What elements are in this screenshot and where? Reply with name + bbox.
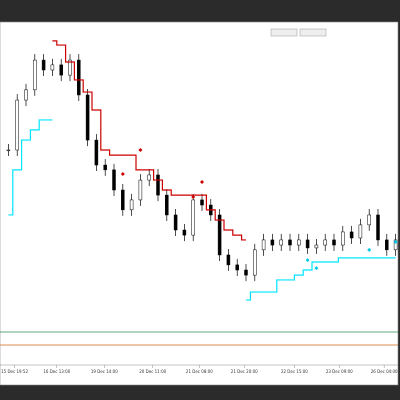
candle [156, 174, 160, 196]
candle [314, 244, 319, 249]
candle [173, 214, 178, 231]
candle [50, 64, 55, 71]
toolbar-box[interactable] [299, 28, 327, 37]
candle [77, 59, 81, 96]
x-tick-label: 21 Dec 08:00 [186, 369, 213, 374]
x-tick-label: 22 Dec 15:00 [281, 369, 308, 374]
candle [261, 239, 266, 251]
signal-marker [367, 247, 372, 252]
candle [6, 149, 11, 152]
candle [226, 254, 231, 266]
candle [323, 239, 327, 246]
trend-line [8, 119, 53, 216]
candle [200, 199, 204, 206]
candle [165, 194, 169, 216]
trend-line [246, 257, 396, 301]
candle [367, 214, 371, 226]
candle [182, 229, 187, 236]
candle [253, 249, 257, 276]
candle [244, 269, 248, 276]
candle [59, 64, 63, 76]
candle [358, 224, 363, 239]
candle [217, 214, 222, 256]
candle [24, 89, 28, 101]
candle [270, 239, 275, 246]
candle [288, 239, 292, 246]
candle [235, 264, 239, 271]
candle [121, 189, 125, 211]
candle [68, 59, 72, 76]
signal-marker [314, 266, 319, 271]
candle [191, 199, 195, 236]
candle [129, 199, 134, 211]
signal-marker [393, 239, 398, 244]
candle [15, 99, 19, 151]
x-tick-label: 26 Dec 04:00 [371, 369, 398, 374]
candle [385, 239, 389, 251]
candle [297, 239, 301, 246]
x-tick-label: 23 Dec 09:00 [326, 369, 353, 374]
x-tick-label: 21 Dec 20:00 [231, 369, 258, 374]
candle [41, 59, 46, 71]
candle [33, 59, 37, 91]
x-tick-label: 20 Dec 11:00 [139, 369, 166, 374]
signal-marker [120, 172, 125, 176]
signal-marker [138, 148, 143, 152]
candle [279, 239, 283, 246]
candle [138, 179, 143, 201]
x-tick-label: 19 Dec 14:00 [91, 369, 118, 374]
trend-line [52, 40, 246, 241]
candle [94, 139, 99, 166]
signal-marker [191, 195, 196, 200]
candle [376, 214, 380, 241]
x-tick-label: 15 Dec 19:52 [1, 369, 28, 374]
candle [112, 169, 116, 191]
candle [341, 231, 345, 246]
signal-marker [200, 180, 204, 184]
candle [103, 164, 107, 171]
x-tick-label: 16 Dec 13:00 [43, 369, 70, 374]
candle [332, 239, 336, 246]
toolbar-box[interactable] [270, 28, 298, 37]
signal-marker [305, 258, 310, 263]
candle [349, 231, 354, 239]
candle [147, 174, 151, 181]
chart-area [0, 21, 399, 386]
candle [85, 94, 90, 141]
candle [305, 239, 310, 249]
